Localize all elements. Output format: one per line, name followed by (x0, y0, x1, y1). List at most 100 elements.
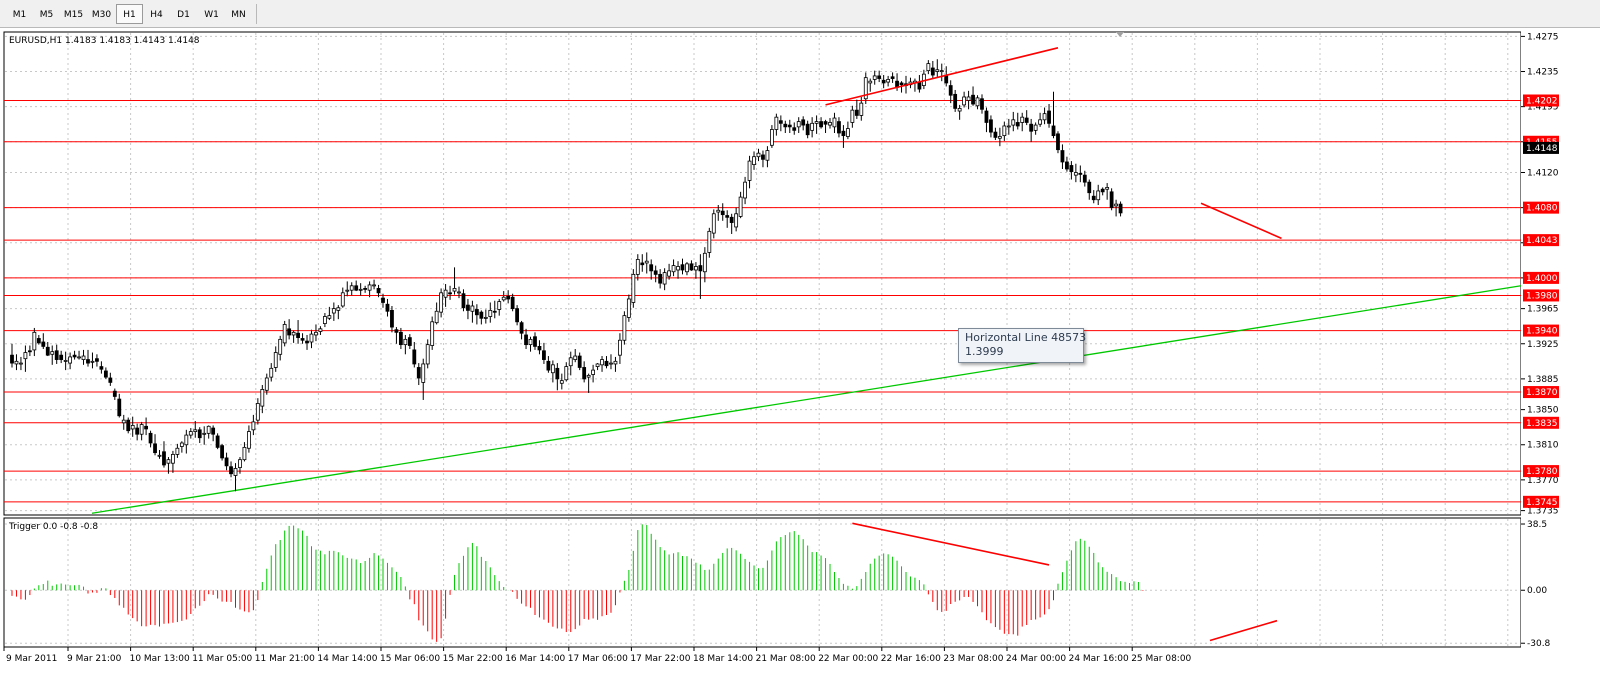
candle (1087, 179, 1092, 200)
bull-candle-body (255, 403, 260, 421)
chart-canvas[interactable]: 1.42751.42351.41951.41551.41201.40801.40… (0, 28, 1600, 677)
price-level-label-bg (1523, 416, 1559, 429)
price-level-label: 1.3780 (1526, 467, 1558, 477)
candle (188, 428, 193, 439)
candle (385, 298, 390, 317)
candle (1091, 190, 1096, 204)
bear-candle-body (398, 331, 403, 346)
candle (948, 80, 953, 104)
bear-candle-body (287, 328, 292, 336)
bear-candle-body (658, 273, 663, 284)
timeframe-h4-button[interactable]: H4 (150, 10, 163, 20)
candle (743, 176, 747, 205)
bear-candle-body (466, 304, 470, 311)
bear-candle-body (1109, 191, 1114, 209)
bear-candle-body (54, 350, 59, 360)
candle (850, 105, 855, 128)
bull-candle-body (1011, 119, 1016, 126)
candle (300, 333, 305, 344)
indicator-divergence-line-1[interactable] (852, 522, 1050, 566)
candle (1073, 163, 1078, 183)
bull-candle-body (1114, 203, 1118, 207)
timeframe-w1-button[interactable]: W1 (204, 10, 219, 20)
candle (157, 450, 162, 459)
chart-window[interactable]: 1.42751.42351.41951.41551.41201.40801.40… (0, 28, 1600, 677)
bear-candle-body (948, 85, 953, 96)
time-tick-label: 11 Mar 21:00 (255, 654, 315, 664)
bull-candle-body (184, 434, 189, 446)
bull-candle-body (962, 96, 967, 106)
tooltip-title: Horizontal Line 48573 (965, 331, 1087, 344)
bull-candle-body (734, 213, 739, 228)
candle (653, 265, 658, 283)
bear-candle-body (224, 457, 229, 467)
bear-candle-body (103, 370, 108, 378)
bull-candle-body (349, 285, 354, 291)
candle (524, 328, 528, 350)
time-tick-label: 15 Mar 22:00 (443, 654, 503, 664)
bear-candle-body (215, 435, 220, 448)
bull-candle-body (68, 356, 73, 364)
candle (376, 284, 381, 298)
bull-candle-body (975, 97, 980, 107)
bull-candle-body (716, 209, 721, 213)
timeframe-m15-button[interactable]: M15 (63, 10, 84, 20)
bear-candle-body (1091, 195, 1096, 201)
price-panel[interactable] (3, 31, 1522, 516)
price-level-label: 1.3835 (1526, 419, 1558, 429)
candle (930, 60, 935, 79)
bull-candle-body (139, 424, 144, 435)
candle (613, 356, 618, 372)
candle (819, 117, 823, 129)
timeframe-m1-button[interactable]: M1 (12, 10, 27, 20)
candle (783, 120, 788, 133)
bull-candle-body (233, 468, 238, 476)
bear-candle-body (135, 427, 140, 435)
bull-candle-body (1073, 172, 1078, 176)
candle (939, 63, 944, 82)
bull-candle-body (814, 121, 819, 124)
bull-candle-body (635, 259, 640, 275)
bull-candle-body (618, 339, 622, 356)
bull-candle-body (568, 357, 573, 367)
candle (761, 150, 765, 168)
bull-candle-body (609, 362, 613, 365)
candle (863, 72, 868, 105)
chart-shift-marker-icon[interactable] (1116, 32, 1124, 37)
timeframe-h1-button[interactable]: H1 (116, 4, 143, 24)
candle (139, 421, 144, 441)
bull-candle-body (247, 431, 251, 449)
candle (1033, 122, 1038, 135)
price-tick-label: 1.3885 (1527, 375, 1559, 385)
timeframe-m30-button[interactable]: M30 (91, 10, 112, 20)
price-divergence-line-2[interactable] (1200, 202, 1282, 240)
candle (327, 306, 332, 321)
bull-candle-body (770, 129, 774, 146)
indicator-divergence-line-2[interactable] (1209, 619, 1278, 642)
bear-candle-body (1078, 172, 1083, 175)
timeframe-d1-button[interactable]: D1 (177, 10, 190, 20)
price-tick-label: 1.3925 (1527, 340, 1559, 350)
candle (515, 305, 520, 326)
candle (734, 207, 739, 232)
timeframe-mn-button[interactable]: MN (231, 10, 246, 20)
bull-candle-body (667, 270, 671, 277)
bull-candle-body (631, 273, 636, 303)
toolbar-separator (256, 4, 257, 24)
time-tick-label: 17 Mar 06:00 (568, 654, 628, 664)
bull-candle-body (586, 374, 591, 378)
price-tick-label: 1.4235 (1527, 68, 1559, 78)
timeframe-m5-button[interactable]: M5 (39, 10, 54, 20)
bull-candle-body (935, 69, 940, 72)
candle (130, 416, 135, 437)
bull-candle-body (1096, 190, 1101, 201)
bull-candle-body (264, 377, 269, 391)
candle (19, 356, 23, 371)
candle (975, 95, 980, 110)
green-trendline[interactable] (91, 285, 1522, 514)
bear-candle-body (112, 390, 117, 397)
bull-candle-body (671, 265, 676, 273)
candle (694, 262, 698, 279)
bear-candle-body (385, 303, 390, 312)
price-divergence-line-1[interactable] (825, 47, 1059, 106)
